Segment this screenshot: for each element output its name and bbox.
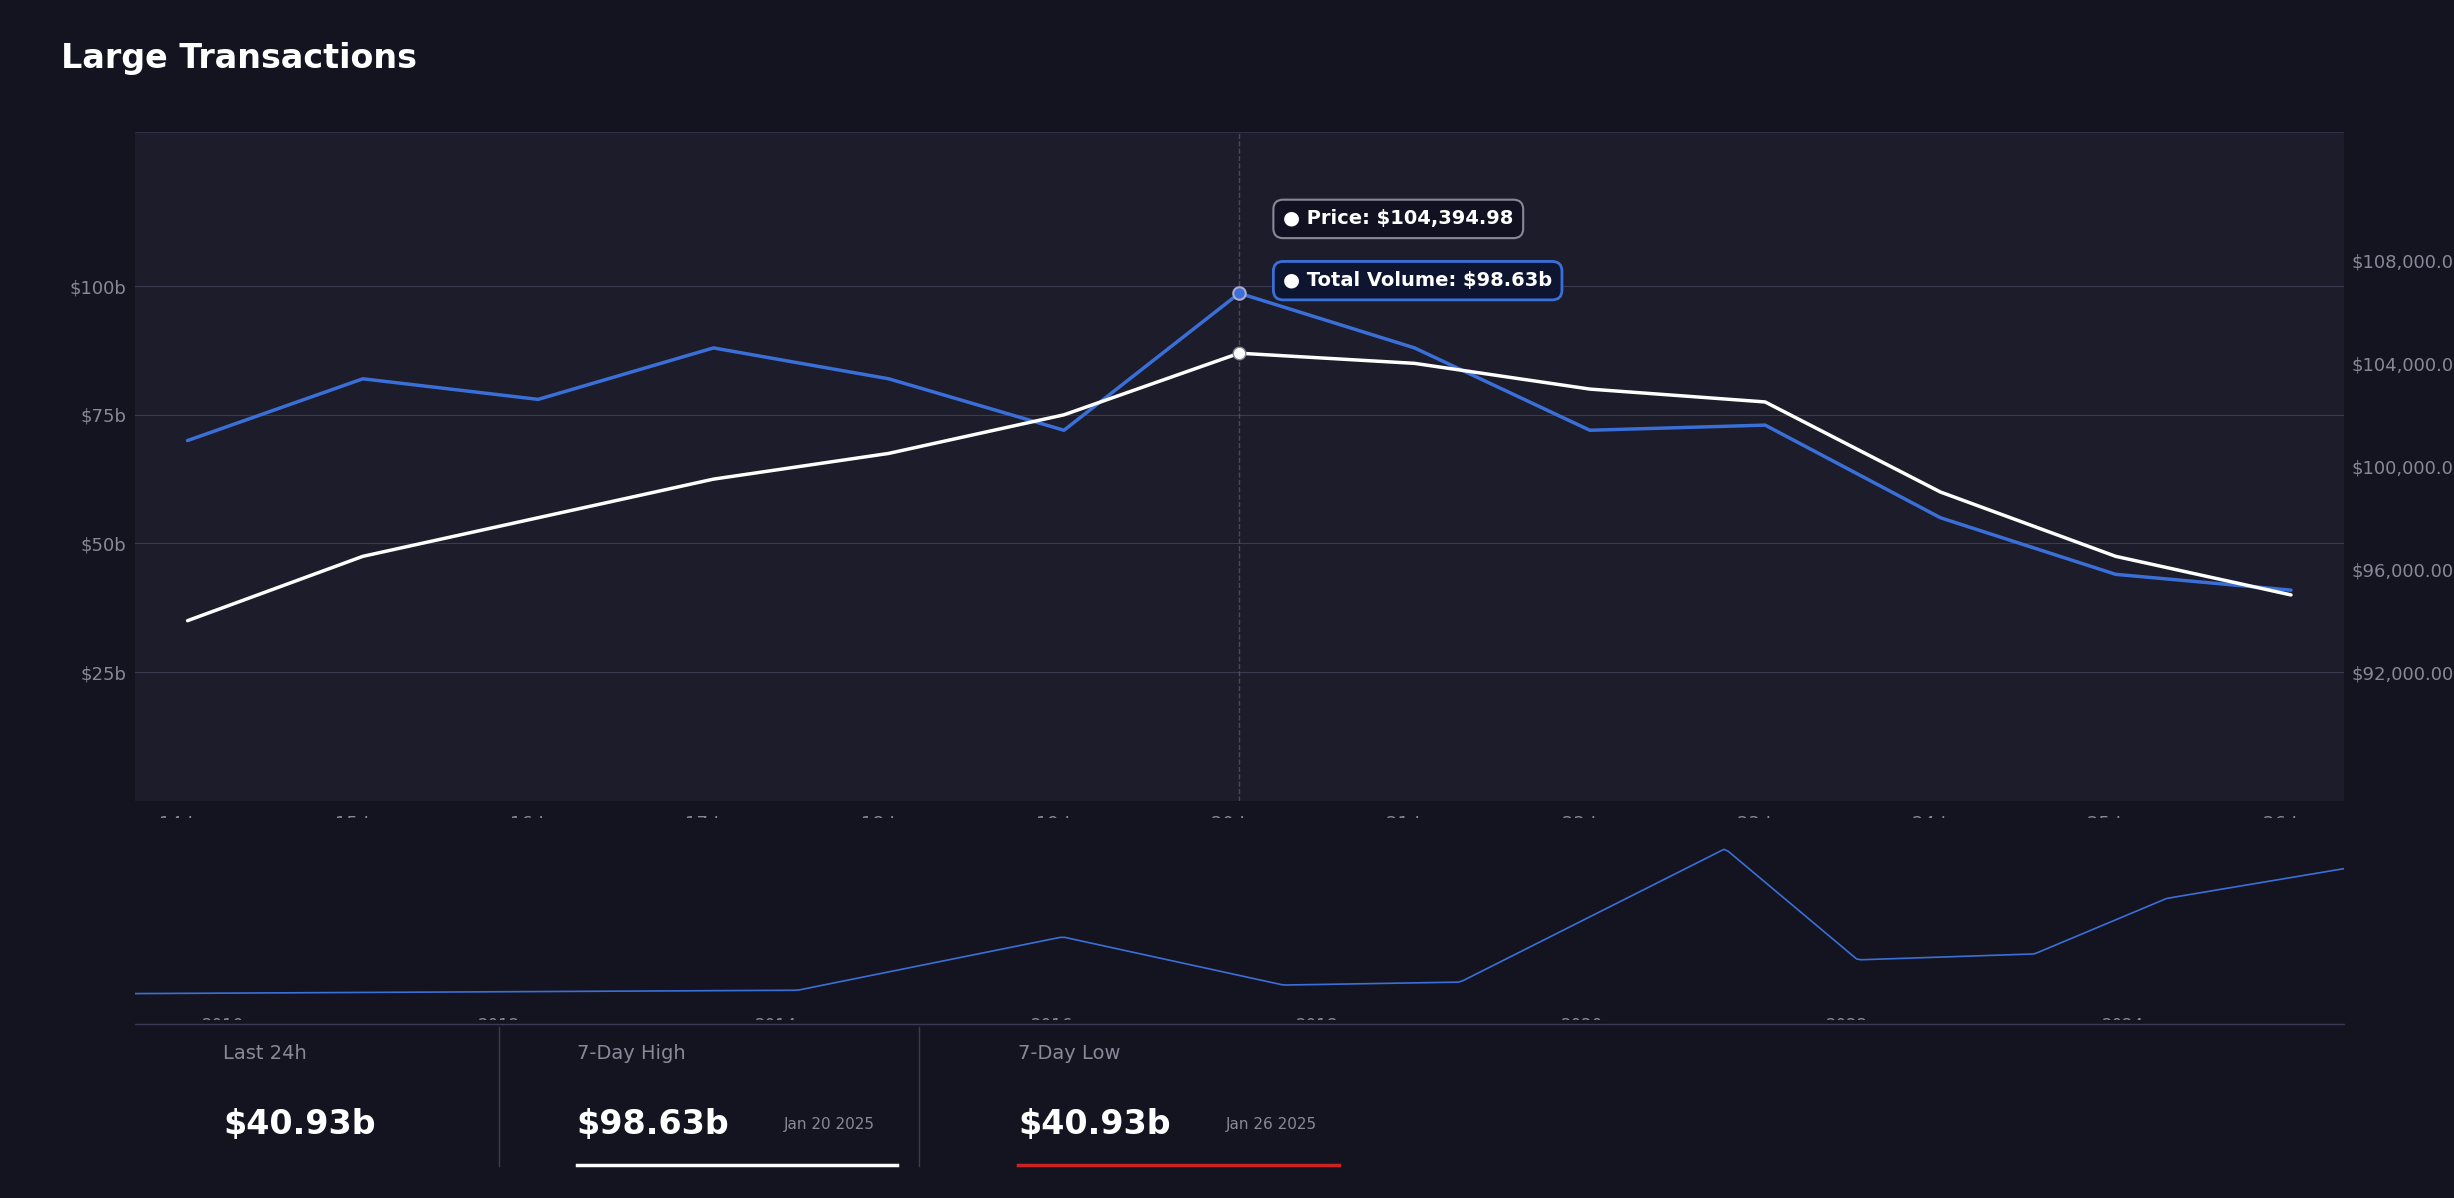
Text: 2012: 2012 bbox=[479, 1017, 520, 1035]
Text: 2022: 2022 bbox=[1826, 1017, 1867, 1035]
Text: 2016: 2016 bbox=[1031, 1017, 1072, 1035]
Text: ● Total Volume: $98.63b: ● Total Volume: $98.63b bbox=[1283, 271, 1553, 290]
Text: Large Transactions: Large Transactions bbox=[61, 42, 417, 75]
Text: $98.63b: $98.63b bbox=[577, 1108, 729, 1142]
Text: $40.93b: $40.93b bbox=[1018, 1108, 1171, 1142]
Text: Monday, 20 Jan 2025: Monday, 20 Jan 2025 bbox=[1134, 847, 1345, 865]
Text: 7-Day High: 7-Day High bbox=[577, 1045, 685, 1063]
Text: 2020: 2020 bbox=[1561, 1017, 1602, 1035]
Text: 2024: 2024 bbox=[2101, 1017, 2145, 1035]
Text: 2010: 2010 bbox=[201, 1017, 245, 1035]
Text: 7-Day Low: 7-Day Low bbox=[1018, 1045, 1121, 1063]
Text: Jan 26 2025: Jan 26 2025 bbox=[1227, 1118, 1318, 1132]
Text: Jan 20 2025: Jan 20 2025 bbox=[785, 1118, 876, 1132]
Text: 2018: 2018 bbox=[1296, 1017, 1337, 1035]
Text: 2014: 2014 bbox=[753, 1017, 798, 1035]
Text: Last 24h: Last 24h bbox=[223, 1045, 307, 1063]
Text: $40.93b: $40.93b bbox=[223, 1108, 375, 1142]
Text: ● Price: $104,394.98: ● Price: $104,394.98 bbox=[1283, 210, 1514, 229]
